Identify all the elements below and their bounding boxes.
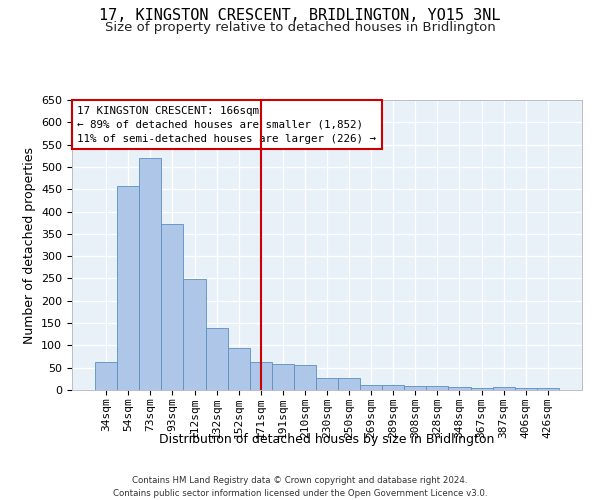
Bar — [294, 366, 316, 390]
Bar — [448, 387, 470, 390]
Bar — [537, 388, 559, 390]
Bar — [139, 158, 161, 390]
Bar — [250, 362, 272, 390]
Bar — [272, 364, 294, 390]
Text: Contains HM Land Registry data © Crown copyright and database right 2024.
Contai: Contains HM Land Registry data © Crown c… — [113, 476, 487, 498]
Bar — [360, 384, 382, 390]
Bar — [427, 386, 448, 390]
Bar — [227, 348, 250, 390]
Bar — [404, 386, 427, 390]
Text: Size of property relative to detached houses in Bridlington: Size of property relative to detached ho… — [104, 22, 496, 35]
Bar — [117, 186, 139, 390]
Bar — [515, 388, 537, 390]
Text: Distribution of detached houses by size in Bridlington: Distribution of detached houses by size … — [160, 432, 494, 446]
Bar — [95, 362, 117, 390]
Bar — [338, 378, 360, 390]
Text: 17, KINGSTON CRESCENT, BRIDLINGTON, YO15 3NL: 17, KINGSTON CRESCENT, BRIDLINGTON, YO15… — [99, 8, 501, 22]
Bar — [493, 388, 515, 390]
Bar — [206, 328, 227, 390]
Y-axis label: Number of detached properties: Number of detached properties — [23, 146, 35, 344]
Bar — [161, 224, 184, 390]
Bar — [470, 388, 493, 390]
Bar — [316, 378, 338, 390]
Bar — [382, 384, 404, 390]
Bar — [184, 280, 206, 390]
Text: 17 KINGSTON CRESCENT: 166sqm
← 89% of detached houses are smaller (1,852)
11% of: 17 KINGSTON CRESCENT: 166sqm ← 89% of de… — [77, 106, 376, 144]
